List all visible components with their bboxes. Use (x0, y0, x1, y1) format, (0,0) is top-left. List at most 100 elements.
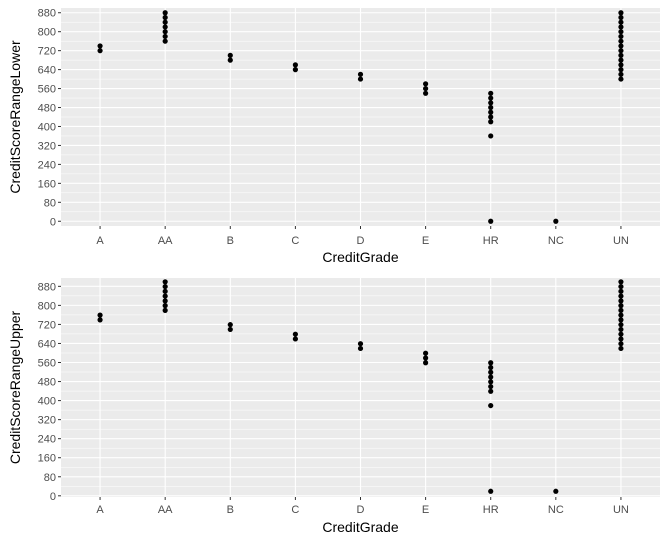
data-point (488, 383, 494, 390)
data-point (488, 133, 494, 139)
y-tick-label: 800 (38, 300, 56, 312)
data-point (618, 326, 624, 333)
x-tick-label: NC (548, 235, 564, 247)
data-point (488, 488, 494, 494)
data-point (618, 43, 624, 49)
data-point (618, 288, 624, 294)
x-tick-label: HR (483, 504, 499, 516)
data-point (227, 322, 233, 328)
y-axis-title: CreditScoreRangeLower (7, 40, 23, 194)
data-point (618, 57, 624, 63)
data-point (423, 350, 429, 356)
x-tick-label: AA (158, 504, 173, 516)
data-point (618, 312, 624, 318)
y-tick-label: 880 (38, 281, 56, 293)
data-point (162, 24, 168, 30)
y-tick-label: 400 (38, 396, 56, 408)
data-point (618, 33, 624, 40)
x-axis-title: CreditGrade (322, 519, 398, 535)
data-point (618, 24, 624, 30)
data-point (618, 303, 624, 309)
y-tick-label: 640 (38, 65, 56, 77)
data-point (423, 360, 429, 366)
data-point (618, 341, 624, 347)
data-point (357, 76, 364, 82)
data-point (162, 33, 168, 40)
data-point (357, 345, 364, 352)
data-point (488, 364, 494, 371)
data-point (162, 298, 168, 304)
data-point (618, 345, 624, 352)
data-point (162, 283, 168, 290)
data-point (162, 303, 168, 309)
data-point (227, 52, 233, 58)
y-tick-label: 880 (38, 8, 56, 20)
data-point (618, 331, 624, 337)
x-tick-label: D (357, 504, 365, 516)
y-tick-label: 720 (38, 46, 56, 58)
y-tick-label: 240 (38, 159, 56, 171)
y-tick-label: 320 (38, 415, 56, 427)
data-point (618, 48, 624, 54)
y-tick-label: 800 (38, 27, 56, 39)
data-point (162, 279, 168, 285)
data-point (488, 402, 494, 409)
data-point (97, 312, 103, 318)
y-tick-label: 240 (38, 434, 56, 446)
data-point (162, 38, 168, 44)
data-point (162, 307, 168, 313)
data-point (618, 38, 624, 44)
x-tick-label: D (357, 235, 365, 247)
x-tick-label: C (291, 235, 299, 247)
y-tick-label: 560 (38, 84, 56, 96)
data-point (162, 288, 168, 294)
data-point (292, 336, 298, 342)
data-point (618, 76, 624, 82)
data-point (488, 119, 494, 125)
y-tick-label: 560 (38, 358, 56, 370)
data-point (162, 293, 168, 299)
data-point (292, 62, 298, 68)
data-point (488, 369, 494, 375)
data-point (227, 326, 233, 333)
data-point (357, 71, 364, 77)
x-tick-label: E (422, 235, 429, 247)
data-point (618, 62, 624, 68)
data-point (292, 331, 298, 337)
data-point (292, 67, 298, 73)
data-point (618, 322, 624, 328)
data-point (618, 293, 624, 299)
data-point (618, 10, 624, 16)
x-tick-label: B (227, 504, 234, 516)
y-tick-label: 80 (44, 472, 56, 484)
x-tick-label: UN (613, 235, 629, 247)
y-tick-label: 160 (38, 178, 56, 190)
y-tick-label: 160 (38, 453, 56, 465)
x-tick-label: HR (483, 235, 499, 247)
data-point (488, 379, 494, 385)
x-tick-label: C (291, 504, 299, 516)
data-point (97, 48, 103, 54)
y-tick-label: 480 (38, 103, 56, 115)
data-point (488, 95, 494, 101)
data-point (162, 29, 168, 35)
data-point (488, 114, 494, 120)
data-point (488, 100, 494, 106)
data-point (618, 14, 624, 21)
data-point (97, 43, 103, 49)
data-point (162, 14, 168, 21)
data-point (423, 81, 429, 87)
data-point (618, 19, 624, 25)
data-point (97, 317, 103, 323)
y-tick-label: 0 (50, 491, 56, 503)
data-point (423, 90, 429, 96)
x-tick-label: A (96, 235, 104, 247)
y-tick-label: 480 (38, 377, 56, 389)
data-point (488, 104, 494, 111)
data-point (618, 307, 624, 313)
data-point (162, 10, 168, 16)
y-tick-label: 720 (38, 319, 56, 331)
y-tick-label: 0 (50, 216, 56, 228)
